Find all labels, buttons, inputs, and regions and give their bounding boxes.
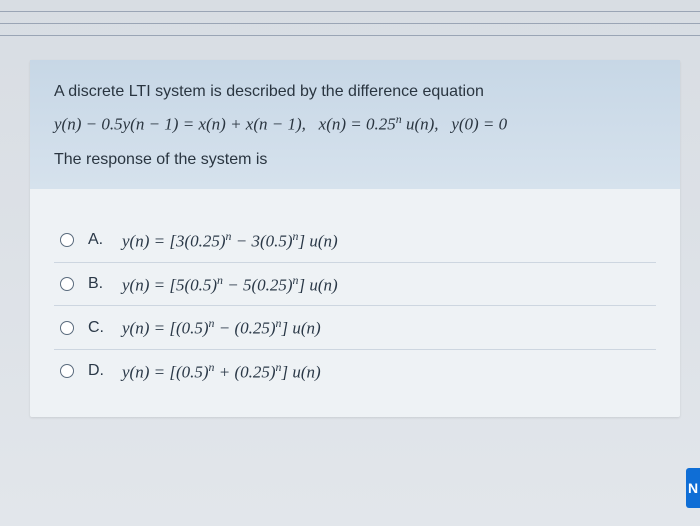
choice-label: B. — [88, 275, 112, 293]
choice-row[interactable]: D. y(n) = [(0.5)n + (0.25)n] u(n) — [54, 350, 656, 393]
choice-equation: y(n) = [(0.5)n − (0.25)n] u(n) — [122, 316, 321, 339]
next-button-label: N — [688, 480, 698, 496]
question-header: A discrete LTI system is described by th… — [30, 60, 680, 189]
question-card: A discrete LTI system is described by th… — [30, 60, 680, 417]
choice-equation: y(n) = [(0.5)n + (0.25)n] u(n) — [122, 360, 321, 383]
ruled-lines — [0, 0, 700, 45]
question-prompt-line2: The response of the system is — [54, 146, 656, 173]
choice-row[interactable]: B. y(n) = [5(0.5)n − 5(0.25)n] u(n) — [54, 263, 656, 307]
choice-equation: y(n) = [5(0.5)n − 5(0.25)n] u(n) — [122, 273, 338, 296]
radio-icon[interactable] — [60, 277, 74, 291]
choice-row[interactable]: A. y(n) = [3(0.25)n − 3(0.5)n] u(n) — [54, 219, 656, 263]
choice-label: A. — [88, 231, 112, 249]
choice-label: C. — [88, 319, 112, 337]
radio-icon[interactable] — [60, 233, 74, 247]
question-equation: y(n) − 0.5y(n − 1) = x(n) + x(n − 1), x(… — [54, 109, 656, 140]
choice-equation: y(n) = [3(0.25)n − 3(0.5)n] u(n) — [122, 229, 338, 252]
radio-icon[interactable] — [60, 364, 74, 378]
choice-row[interactable]: C. y(n) = [(0.5)n − (0.25)n] u(n) — [54, 306, 656, 350]
radio-icon[interactable] — [60, 321, 74, 335]
choice-label: D. — [88, 362, 112, 380]
choices-list: A. y(n) = [3(0.25)n − 3(0.5)n] u(n) B. y… — [54, 219, 656, 393]
next-button[interactable]: N — [686, 468, 700, 508]
question-prompt-line1: A discrete LTI system is described by th… — [54, 78, 656, 105]
